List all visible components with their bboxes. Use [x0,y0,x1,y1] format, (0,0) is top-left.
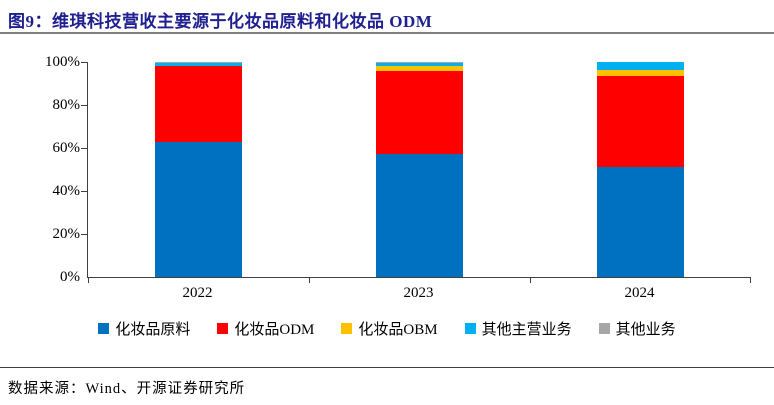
stacked-bar-chart: 0% 20% 40% 60% 80% 100% 2022 2023 2024 [0,40,774,310]
legend-label: 化妆品ODM [234,322,315,338]
y-axis-tick-label: 20% [52,226,81,242]
x-axis-category-label: 2024 [624,285,655,301]
bar-segment-其他主营业务-2024 [597,62,684,70]
bar-segment-化妆品ODM-2024 [597,75,684,168]
legend-item-化妆品OBM: 化妆品OBM [341,318,438,339]
x-axis-category-label: 2022 [182,285,213,301]
legend-swatch-icon [217,323,229,334]
y-axis-tick [81,62,87,63]
legend-label: 化妆品OBM [358,322,438,338]
legend-label: 其他业务 [615,322,676,338]
y-axis-tick-label: 80% [52,97,81,113]
data-source-note: 数据来源：Wind、开源证券研究所 [8,381,246,397]
y-axis-tick [81,148,87,149]
legend-swatch-icon [464,323,476,334]
y-axis-tick-label: 60% [52,140,81,156]
y-axis-tick-label: 100% [45,54,80,70]
title-divider [0,32,774,34]
legend-item-其他业务: 其他业务 [598,318,676,339]
bar-segment-化妆品OBM-2024 [597,69,684,76]
y-axis-tick [81,105,87,106]
x-axis-tick [88,278,89,283]
bar-segment-化妆品OBM-2023 [376,66,463,71]
bar-segment-其他主营业务-2022 [155,63,242,67]
legend-item-化妆品ODM: 化妆品ODM [217,318,314,339]
legend-item-其他主营业务: 其他主营业务 [464,318,572,339]
bar-segment-化妆品原料-2024 [597,167,684,277]
bar-segment-其他业务-2022 [155,62,242,64]
x-axis-category-label: 2023 [403,285,434,301]
chart-legend: 化妆品原料 化妆品ODM 化妆品OBM 其他主营业务 其他业务 [0,318,774,339]
plot-area [81,62,751,283]
legend-label: 化妆品原料 [115,322,191,338]
legend-item-化妆品原料: 化妆品原料 [98,318,190,339]
bar-segment-其他业务-2023 [376,62,463,64]
y-axis-tick-label: 40% [52,183,81,199]
x-axis-tick [750,278,751,283]
legend-swatch-icon [341,323,353,334]
legend-label: 其他主营业务 [481,322,572,338]
footer-divider [0,367,774,368]
y-axis-tick [81,234,87,235]
bar-segment-化妆品原料-2023 [376,154,463,277]
bar-segment-化妆品ODM-2022 [155,66,242,142]
bar-segment-化妆品原料-2022 [155,141,242,277]
bar-segment-其他主营业务-2023 [376,63,463,67]
bar-segment-化妆品ODM-2023 [376,70,463,155]
legend-swatch-icon [598,323,610,334]
y-axis-tick [81,191,87,192]
figure-title: 图9：维琪科技营收主要源于化妆品原料和化妆品 ODM [8,12,433,31]
x-axis-tick [309,278,310,283]
legend-swatch-icon [98,323,110,334]
y-axis-tick-label: 0% [60,269,80,285]
x-axis-tick [530,278,531,283]
